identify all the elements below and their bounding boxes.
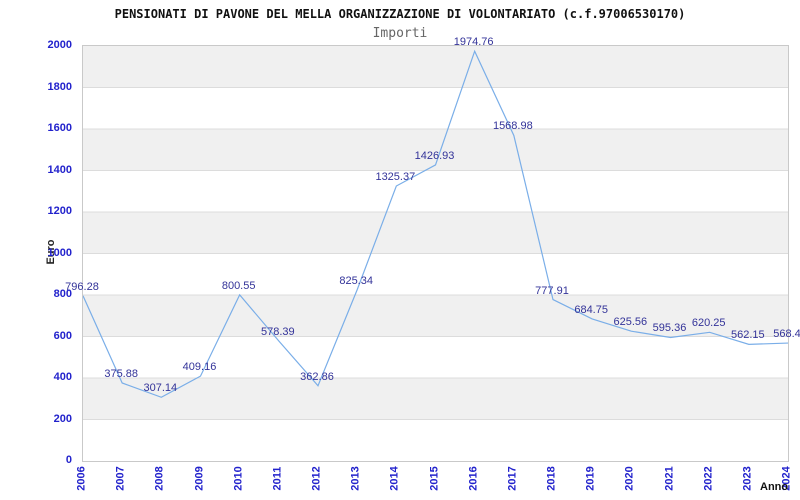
data-point-label: 777.91 (535, 284, 569, 297)
x-tick-label: 2019 (584, 466, 597, 491)
y-tick-label: 1800 (47, 80, 72, 93)
x-tick-label: 2012 (310, 466, 323, 491)
line-series (83, 49, 788, 398)
chart-title: PENSIONATI DI PAVONE DEL MELLA ORGANIZZA… (114, 7, 686, 21)
y-tick-label: 800 (53, 288, 72, 300)
x-tick-label: 2023 (741, 466, 754, 491)
x-tick-label: 2014 (388, 466, 401, 491)
y-tick-label: 2000 (47, 39, 72, 51)
data-point-label: 362.86 (300, 370, 334, 383)
y-tick-label: 600 (53, 329, 72, 342)
x-tick-label: 2013 (349, 466, 362, 491)
y-tick-label: 1000 (47, 246, 72, 259)
data-point-label: 375.88 (104, 368, 138, 380)
y-tick-label: 1400 (47, 163, 72, 176)
data-point-label: 684.75 (574, 303, 608, 316)
data-point-label: 568.4 (773, 328, 800, 341)
x-axis-title: Anno (760, 481, 789, 493)
data-point-label: 1568.98 (492, 120, 533, 133)
data-point-label: 307.14 (143, 382, 178, 395)
x-tick-label: 2011 (271, 466, 284, 491)
x-tick-label: 2017 (506, 466, 519, 491)
x-tick-label: 2016 (467, 466, 480, 491)
grid-band (83, 46, 788, 88)
data-point-label: 1325.37 (375, 170, 416, 183)
x-tick-label: 2015 (428, 466, 440, 491)
y-tick-label: 400 (53, 371, 72, 383)
grid-band (83, 295, 788, 337)
data-point-label: 825.34 (339, 274, 373, 287)
x-tick-label: 2008 (153, 466, 166, 491)
data-point-label: 620.25 (691, 317, 726, 330)
data-point-label: 625.56 (613, 316, 648, 329)
x-tick-label: 2010 (232, 466, 245, 491)
data-point-label: 409.16 (182, 361, 217, 374)
line-chart-svg (83, 46, 788, 420)
y-tick-label: 0 (65, 454, 72, 466)
x-tick-label: 2020 (623, 466, 636, 491)
data-point-label: 796.28 (65, 280, 99, 293)
chart-subtitle: Importi (372, 26, 428, 41)
data-point-label: 1974.76 (453, 36, 494, 49)
x-tick-label: 2006 (75, 466, 88, 491)
x-tick-label: 2018 (545, 466, 558, 491)
data-point-label: 578.39 (261, 325, 295, 338)
x-tick-label: 2007 (114, 466, 127, 491)
y-tick-label: 200 (53, 412, 72, 425)
y-tick-label: 1200 (47, 205, 72, 217)
grid-band (83, 212, 788, 254)
y-tick-label: 1600 (47, 122, 72, 134)
data-point-label: 595.36 (652, 322, 687, 335)
plot-area (82, 45, 789, 462)
x-tick-label: 2022 (702, 466, 715, 491)
data-point-label: 1426.93 (414, 149, 455, 162)
x-tick-label: 2009 (193, 466, 205, 491)
data-point-label: 562.15 (731, 329, 765, 342)
data-point-label: 800.55 (221, 279, 256, 292)
grid-band (83, 378, 788, 420)
x-tick-label: 2021 (663, 466, 675, 491)
